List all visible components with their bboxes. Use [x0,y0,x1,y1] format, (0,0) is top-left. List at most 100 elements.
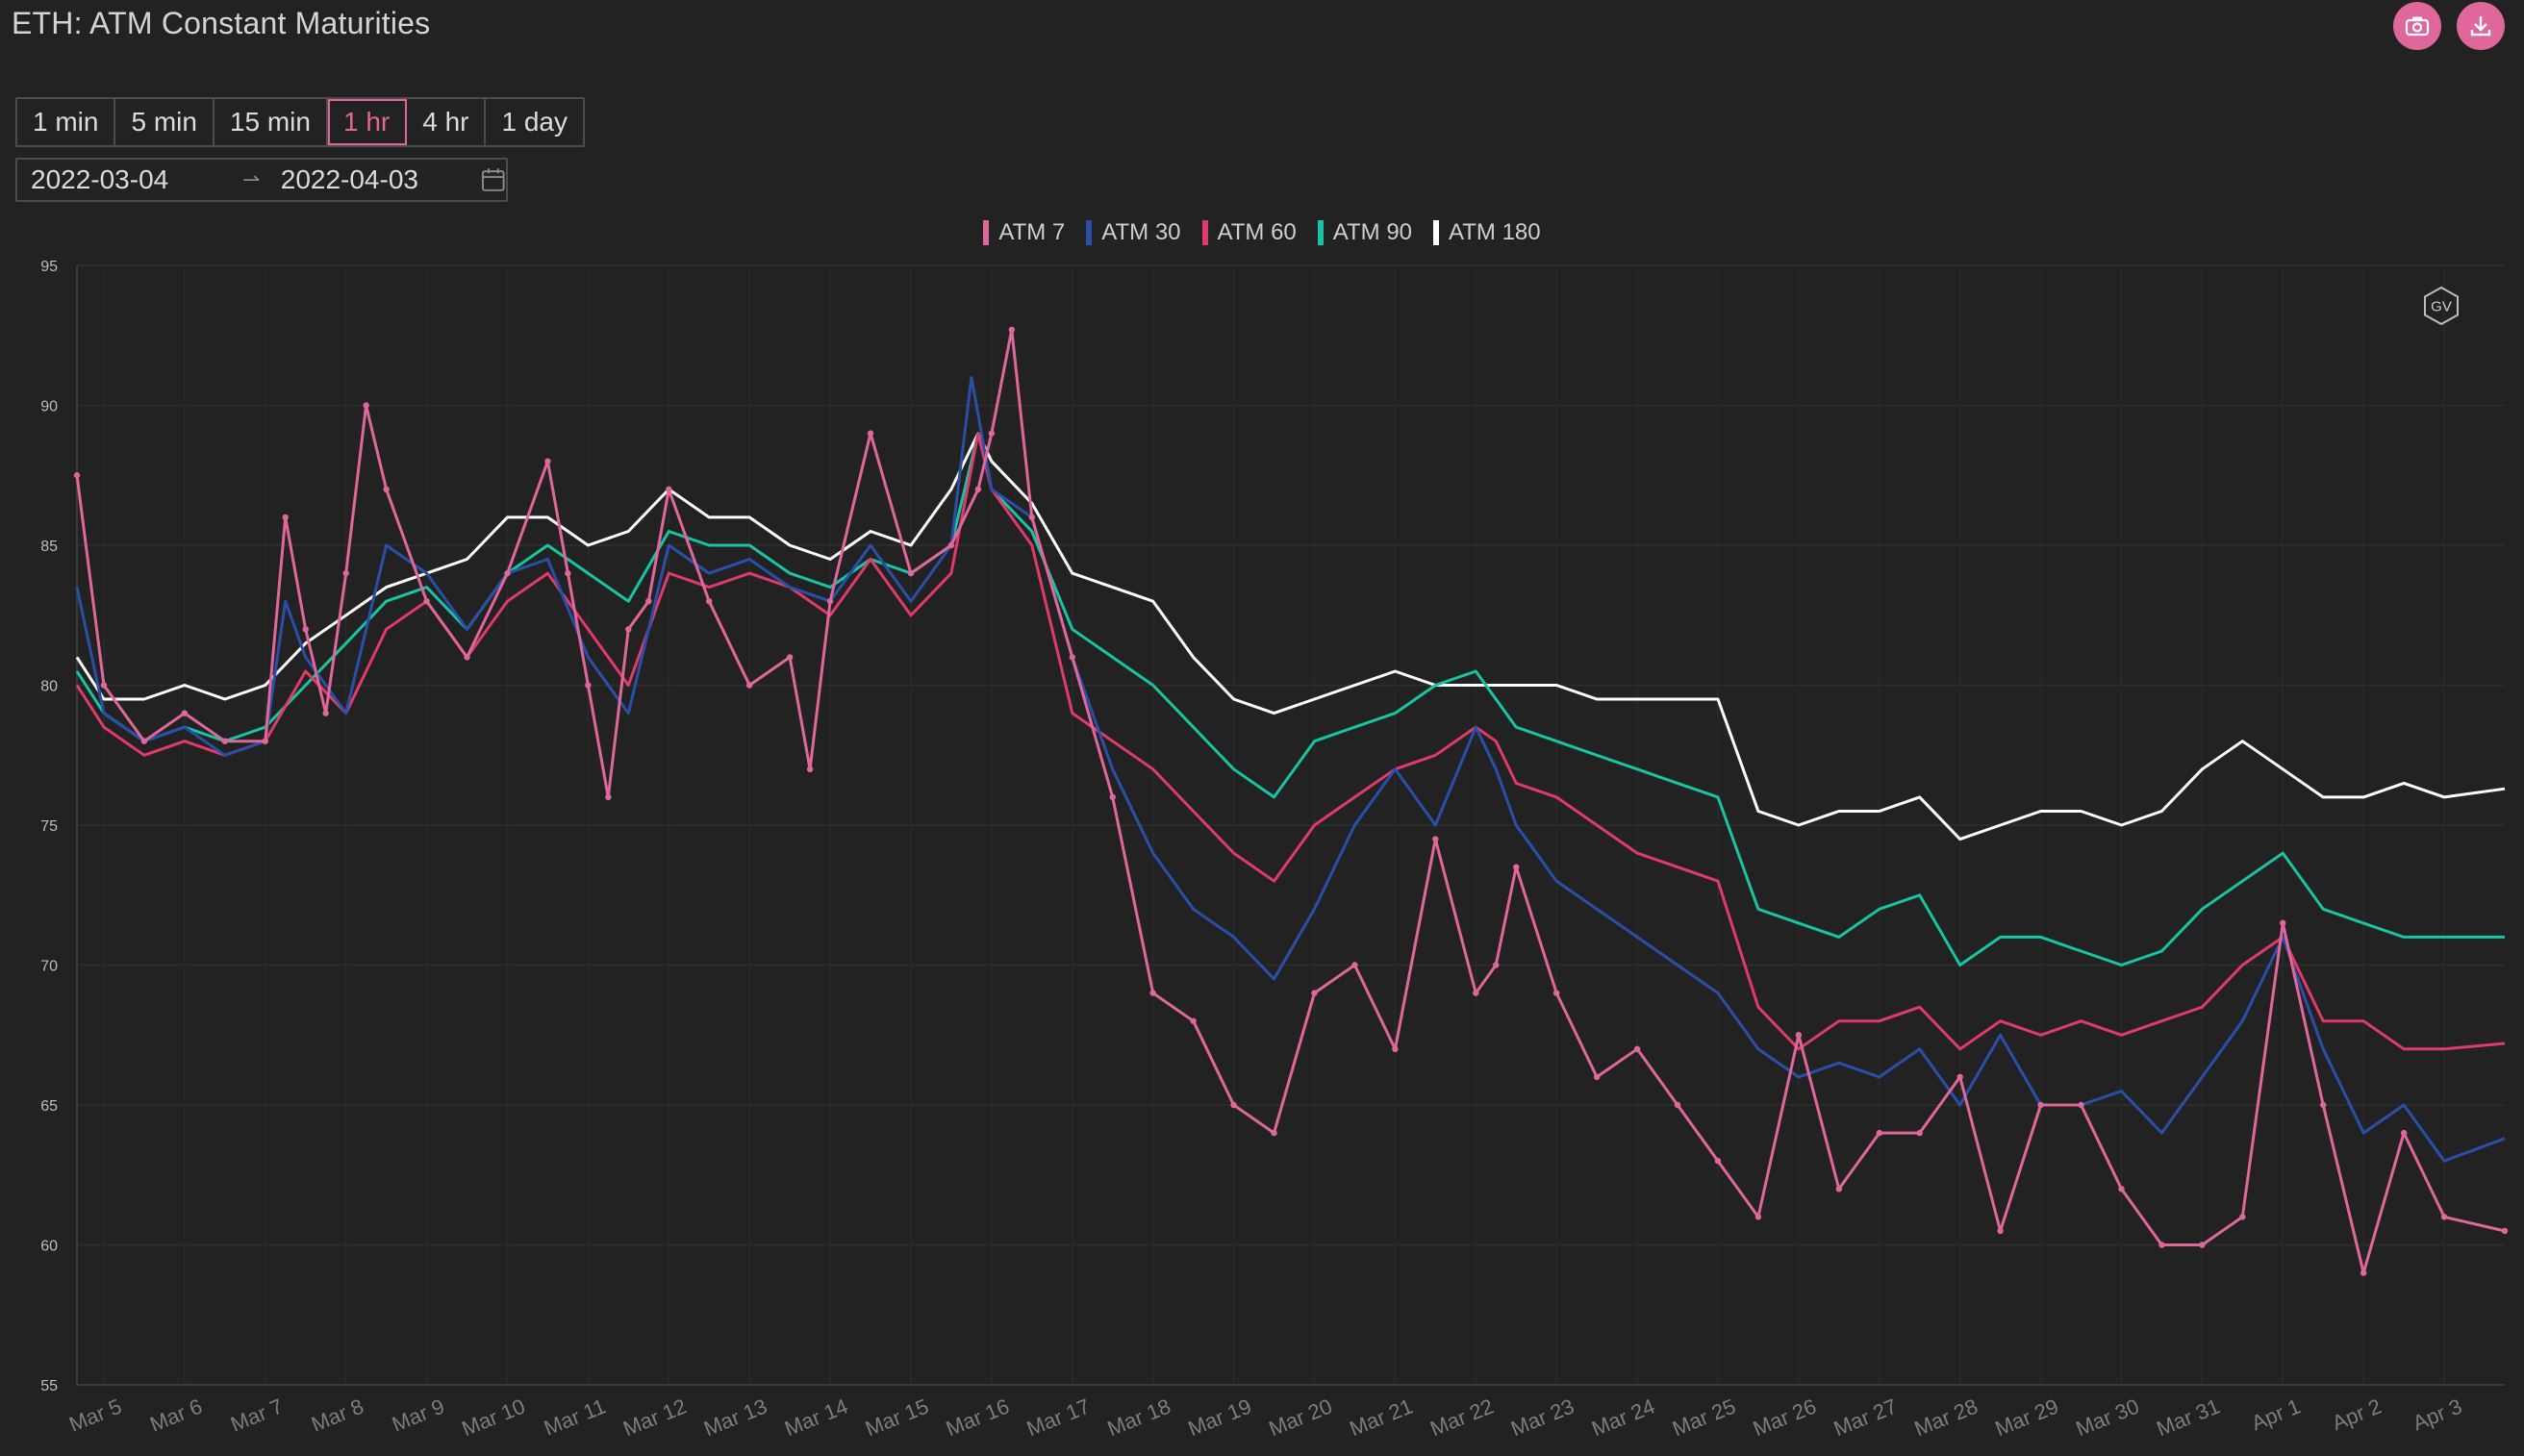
data-point-atm-7 [1754,1214,1762,1220]
download-button[interactable] [2457,2,2505,50]
camera-icon [2405,16,2430,37]
x-tick-label: Mar 24 [1588,1393,1658,1441]
screenshot-button[interactable] [2393,2,2441,50]
legend-label: ATM 60 [1217,219,1297,245]
data-point-atm-7 [2199,1242,2206,1248]
legend-item-atm-30[interactable]: ATM 30 [1086,219,1181,246]
data-point-atm-7 [2320,1101,2327,1109]
y-tick-label: 55 [40,1378,58,1394]
data-point-atm-7 [974,486,982,492]
data-point-atm-7 [1069,654,1075,661]
data-point-atm-7 [1714,1158,1722,1165]
series-line-atm-60 [75,432,2506,1051]
y-tick-label: 65 [40,1098,58,1115]
data-point-atm-7 [1230,1101,1237,1109]
chart-actions [2393,2,2505,50]
interval-selector: 1 min 5 min 15 min 1 hr 4 hr 1 day [15,97,585,147]
data-point-atm-7 [322,710,329,716]
x-tick-label: Mar 13 [700,1393,770,1441]
data-point-atm-7 [1190,1017,1197,1024]
data-point-atm-7 [181,710,189,716]
data-point-atm-7 [1493,962,1500,968]
data-point-atm-7 [2501,1227,2509,1235]
data-point-atm-7 [100,682,108,689]
data-point-atm-7 [1392,1045,1399,1053]
legend-item-atm-90[interactable]: ATM 90 [1317,219,1413,246]
data-point-atm-7 [1109,793,1116,801]
x-tick-label: Mar 19 [1185,1393,1255,1441]
x-tick-label: Mar 21 [1346,1393,1416,1441]
start-date-input[interactable]: 2022-03-04 [31,164,169,194]
series-line-atm-7 [75,328,2506,1275]
legend-item-atm-7[interactable]: ATM 7 [983,219,1065,246]
date-range-picker[interactable]: 2022-03-04 ⇀ 2022-04-03 [15,158,508,202]
data-point-atm-7 [2360,1269,2367,1276]
x-tick-label: Mar 17 [1023,1393,1094,1441]
x-tick-label: Apr 3 [2410,1393,2465,1435]
interval-1-min[interactable]: 1 min [17,99,116,145]
end-date-input[interactable]: 2022-04-03 [280,164,418,194]
x-tick-label: Mar 29 [1992,1393,2062,1441]
x-tick-label: Mar 6 [146,1393,206,1436]
data-point-atm-7 [947,541,955,549]
x-tick-label: Mar 8 [308,1393,367,1436]
data-point-atm-7 [2158,1242,2165,1248]
x-tick-label: Mar 14 [781,1393,851,1441]
data-point-atm-7 [605,793,612,801]
legend-label: ATM 90 [1332,219,1413,245]
interval-5-min[interactable]: 5 min [115,99,215,145]
interval-1-hr[interactable]: 1 hr [327,99,408,145]
legend-swatch [1317,220,1324,245]
calendar-icon[interactable] [481,167,506,192]
y-tick-label: 70 [40,959,58,975]
x-tick-label: Mar 23 [1507,1393,1578,1441]
series-line-atm-30 [75,375,2506,1163]
interval-4-hr[interactable]: 4 hr [407,99,487,145]
interval-15-min[interactable]: 15 min [215,99,328,145]
x-tick-label: Mar 20 [1265,1393,1335,1441]
data-point-atm-7 [423,598,430,605]
x-tick-label: Mar 31 [2153,1393,2223,1441]
data-point-atm-7 [706,598,713,605]
x-tick-label: Mar 22 [1426,1393,1497,1441]
x-tick-label: Mar 11 [541,1393,609,1440]
data-point-atm-7 [2400,1129,2408,1137]
chart-title: ETH: ATM Constant Maturities [12,6,431,40]
y-tick-label: 75 [40,818,58,835]
chart-legend: ATM 7 ATM 30 ATM 60 ATM 90 ATM 180 [0,219,2524,246]
y-tick-label: 85 [40,539,58,555]
data-point-atm-7 [1149,990,1156,996]
data-point-atm-7 [988,430,996,437]
x-tick-label: Mar 25 [1669,1393,1739,1441]
data-point-atm-7 [2118,1186,2125,1192]
data-point-atm-7 [585,682,592,689]
data-point-atm-7 [544,458,551,464]
data-point-atm-7 [1795,1032,1803,1039]
x-tick-label: Mar 26 [1750,1393,1820,1441]
x-tick-label: Mar 15 [862,1393,932,1441]
x-tick-label: Mar 9 [389,1393,448,1436]
x-tick-label: Mar 16 [943,1393,1013,1441]
data-point-atm-7 [867,430,874,437]
legend-label: ATM 7 [998,219,1066,245]
data-point-atm-7 [1351,962,1358,968]
interval-1-day[interactable]: 1 day [501,107,568,137]
data-point-atm-7 [1674,1101,1681,1109]
data-point-atm-7 [1633,1045,1641,1053]
data-point-atm-7 [262,738,268,744]
x-tick-label: Mar 10 [458,1393,528,1441]
data-point-atm-7 [1997,1227,2004,1235]
legend-label: ATM 180 [1449,219,1541,245]
x-tick-label: Apr 1 [2248,1393,2304,1435]
legend-item-atm-180[interactable]: ATM 180 [1433,219,1541,246]
data-point-atm-7 [625,626,632,633]
data-point-atm-7 [2239,1214,2246,1220]
legend-item-atm-60[interactable]: ATM 60 [1201,219,1297,246]
data-point-atm-7 [2280,919,2286,927]
data-point-atm-7 [786,654,794,661]
y-tick-label: 60 [40,1239,58,1255]
data-point-atm-7 [666,486,672,492]
data-point-atm-7 [221,738,229,744]
data-point-atm-7 [1311,990,1318,996]
